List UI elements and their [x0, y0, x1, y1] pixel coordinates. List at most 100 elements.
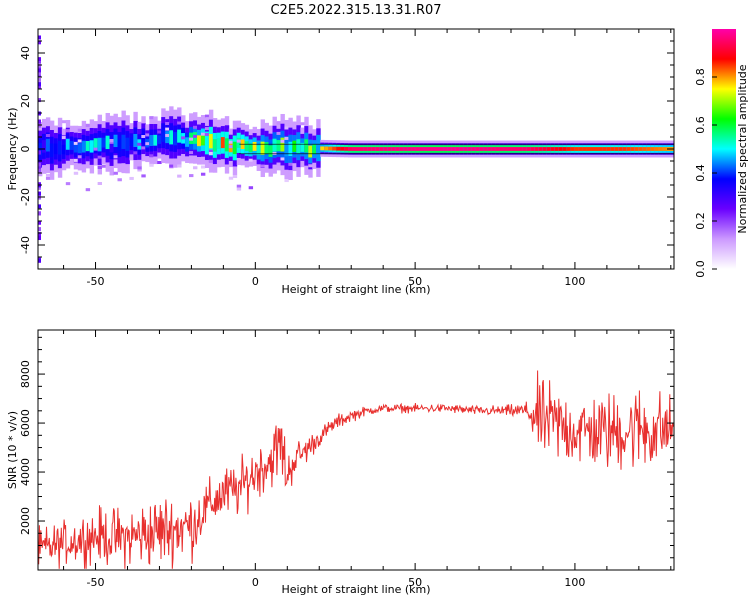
x-tick-label: 50	[408, 576, 422, 589]
heatmap-cell	[173, 132, 178, 146]
heatmap-cell	[518, 147, 524, 151]
heatmap-cell	[38, 35, 41, 40]
heatmap-cell	[101, 137, 106, 148]
heatmap-cell	[141, 146, 146, 150]
heatmap-cell	[363, 147, 369, 151]
heatmap-cell	[204, 137, 210, 149]
heatmap-cell	[272, 138, 277, 152]
heatmap-cell	[487, 147, 492, 151]
heatmap-cell	[189, 137, 194, 141]
heatmap-cell	[280, 137, 285, 152]
heatmap-cell	[300, 142, 305, 152]
heatmap-cell	[165, 133, 170, 137]
heatmap-cell	[41, 140, 47, 153]
heatmap-cell	[125, 137, 130, 151]
heatmap-cell	[77, 128, 83, 132]
heatmap-cell	[105, 135, 110, 150]
heatmap-cell	[288, 141, 293, 156]
heatmap-cell	[45, 138, 51, 152]
heatmap-cell	[193, 132, 198, 144]
heatmap-cell	[101, 164, 106, 168]
heatmap-cell	[300, 122, 305, 126]
heatmap-cell	[375, 147, 381, 151]
heatmap-cell	[638, 147, 643, 151]
heatmap-cell	[145, 133, 150, 137]
heatmap-cell	[193, 134, 198, 138]
heatmap-cell	[189, 174, 194, 178]
heatmap-cell	[586, 147, 591, 151]
heatmap-cell	[459, 147, 464, 151]
colorbar-tick-label: 0.4	[694, 164, 707, 182]
heatmap-cell	[570, 147, 576, 151]
heatmap-cell	[38, 258, 41, 263]
x-tick-label: -50	[87, 576, 105, 589]
heatmap-cell	[113, 155, 118, 159]
heatmap-cell	[654, 147, 659, 151]
heatmap-cell	[49, 143, 55, 157]
heatmap-cell	[93, 138, 99, 149]
heatmap-cell	[73, 158, 79, 162]
heatmap-cell	[73, 141, 79, 145]
heatmap-cell	[53, 143, 59, 155]
heatmap-cell	[38, 57, 41, 62]
colorbar-tick-label: 0.0	[694, 260, 707, 278]
snr-y-ticks: 2000 4000 6000 8000	[19, 336, 674, 571]
heatmap-cell	[526, 147, 532, 151]
heatmap-cell	[45, 173, 51, 177]
heatmap-cell	[137, 168, 142, 172]
heatmap-cell	[578, 147, 583, 151]
heatmap-cell	[38, 82, 41, 87]
heatmap-cell	[57, 140, 63, 155]
heatmap-cell	[38, 191, 41, 196]
heatmap-cell	[280, 157, 285, 161]
heatmap-cell	[149, 116, 154, 120]
heatmap-cell	[73, 142, 79, 153]
heatmap-cell	[296, 139, 301, 154]
heatmap-cell	[284, 179, 289, 183]
heatmap-cell	[65, 129, 71, 133]
colorbar-label: Normalized spectral amplitude	[736, 64, 749, 233]
heatmap-cell	[38, 150, 41, 155]
heatmap-cell	[495, 147, 500, 151]
heatmap-cell	[224, 138, 230, 152]
heatmap-cell	[232, 175, 238, 179]
heatmap-cell	[61, 144, 67, 155]
heatmap-cell	[38, 119, 41, 124]
heatmap-cell	[77, 139, 83, 143]
heatmap-cell	[236, 184, 242, 188]
heatmap-cell	[646, 147, 651, 151]
x-tick-label: 50	[408, 275, 422, 288]
heatmap-cell	[165, 127, 170, 131]
y-tick-label: 6000	[19, 409, 32, 437]
colorbar-gradient	[712, 29, 736, 269]
heatmap-cell	[427, 147, 432, 151]
heatmap-cell	[598, 147, 603, 151]
heatmap-cell	[153, 134, 158, 146]
snr-series-line	[37, 370, 675, 569]
heatmap-cell	[475, 147, 480, 151]
heatmap-cell	[324, 146, 329, 151]
heatmap-cell	[423, 147, 428, 151]
heatmap-cell	[280, 139, 285, 143]
heatmap-cell	[77, 143, 83, 154]
heatmap-cell	[284, 142, 289, 157]
heatmap-cell	[129, 137, 134, 146]
y-tick-label: 40	[19, 46, 32, 60]
y-tick-label: 2000	[19, 507, 32, 535]
spectrogram-heatmap	[38, 35, 675, 263]
heatmap-cell	[61, 136, 67, 139]
heatmap-cell	[228, 176, 234, 180]
heatmap-cell	[141, 174, 146, 178]
heatmap-cell	[284, 136, 289, 140]
x-tick-label: 100	[564, 275, 585, 288]
heatmap-cell	[479, 147, 484, 151]
heatmap-cell	[125, 122, 130, 126]
heatmap-cell	[236, 139, 242, 143]
heatmap-cell	[169, 130, 174, 145]
heatmap-cell	[316, 141, 321, 155]
heatmap-cell	[554, 147, 560, 151]
snr-x-axis-label: Height of straight line (km)	[281, 583, 430, 596]
heatmap-cell	[407, 147, 413, 151]
heatmap-cell	[38, 77, 41, 82]
heatmap-cell	[45, 134, 51, 138]
